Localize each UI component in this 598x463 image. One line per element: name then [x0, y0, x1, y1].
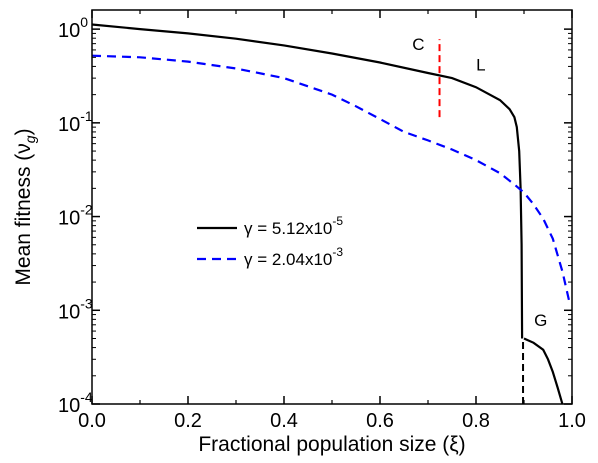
legend-label-0: γ = 5.12x10-5 — [244, 214, 343, 238]
x-tick-label: 1.0 — [558, 410, 586, 432]
y-axis: 10-4 10-3 10-2 10-1 100 — [58, 14, 572, 417]
annotation-g: G — [534, 311, 547, 330]
annotation-c: C — [412, 35, 424, 54]
x-tick-label: 0.2 — [174, 410, 202, 432]
x-axis-title: Fractional population size (ξ) — [198, 433, 465, 456]
series-line-0 — [91, 23, 524, 339]
x-tick-label: 0.6 — [366, 410, 394, 432]
y-tick-label: 10-3 — [58, 295, 93, 323]
series-line-1 — [523, 337, 564, 405]
y-axis-title-subscript: g — [22, 135, 38, 143]
series-line-2 — [91, 54, 571, 304]
legend-label-1: γ = 2.04x10-3 — [244, 245, 343, 269]
annotations: C L G — [412, 35, 547, 330]
x-tick-label: 0.4 — [270, 410, 298, 432]
y-axis-title-close: ) — [12, 128, 35, 135]
x-axis: 0.0 0.2 0.4 0.6 0.8 1.0 — [78, 10, 586, 432]
y-tick-label: 100 — [58, 14, 88, 42]
y-tick-label: 10-4 — [58, 389, 93, 417]
y-tick-label: 10-2 — [58, 202, 93, 230]
y-axis-title: Mean fitness (νg) — [12, 128, 38, 285]
x-tick-label: 0.0 — [78, 410, 106, 432]
y-tick-label: 10-1 — [58, 108, 93, 136]
annotation-l: L — [476, 56, 485, 75]
legend: γ = 5.12x10-5 γ = 2.04x10-3 — [197, 214, 343, 269]
plot-marks — [91, 23, 571, 405]
x-tick-label: 0.8 — [462, 410, 490, 432]
plot-frame — [91, 9, 573, 405]
y-axis-title-main: Mean fitness (ν — [12, 143, 35, 285]
